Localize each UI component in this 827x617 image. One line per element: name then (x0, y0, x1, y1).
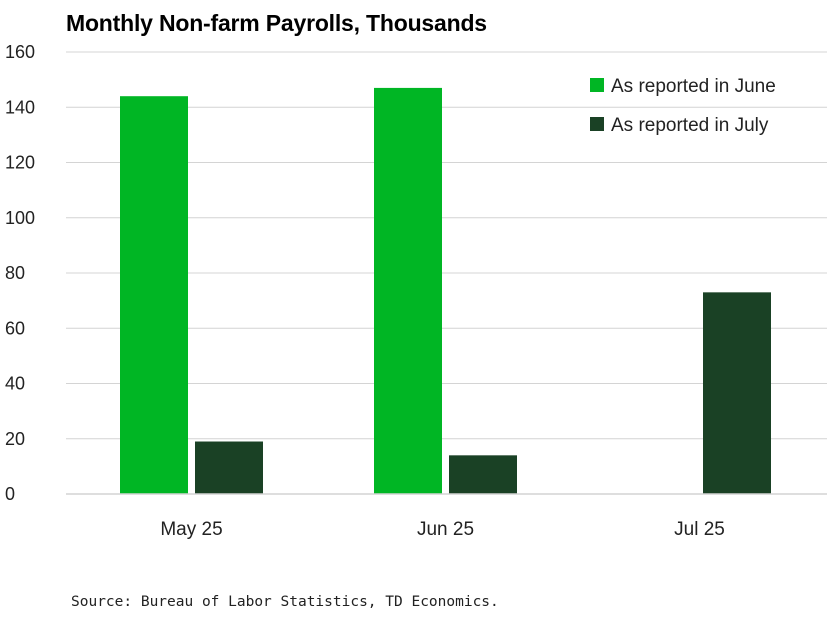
y-tick-label: 20 (5, 429, 25, 449)
chart-title: Monthly Non-farm Payrolls, Thousands (66, 10, 487, 36)
legend-swatch (590, 78, 604, 92)
y-tick-label: 140 (5, 97, 35, 117)
legend-label: As reported in July (611, 115, 769, 136)
y-tick-label: 100 (5, 208, 35, 228)
legend-label: As reported in June (611, 76, 776, 97)
bar (374, 87, 442, 494)
y-tick-label: 60 (5, 318, 25, 338)
y-tick-label: 120 (5, 153, 35, 173)
source-note: Source: Bureau of Labor Statistics, TD E… (71, 594, 499, 610)
x-tick-label: May 25 (160, 519, 222, 540)
y-axis-tick-labels: 0 20 40 60 80 100 120 140 160 (5, 42, 35, 504)
legend-swatch (590, 117, 604, 131)
x-tick-label: Jul 25 (674, 519, 725, 540)
legend-item: As reported in June (590, 76, 776, 97)
bars (120, 87, 771, 494)
bar (195, 441, 263, 494)
gridlines (66, 51, 827, 440)
y-tick-label: 80 (5, 263, 25, 283)
y-tick-label: 160 (5, 42, 35, 62)
bar (120, 96, 188, 494)
x-tick-label: Jun 25 (417, 519, 474, 540)
y-tick-label: 40 (5, 374, 25, 394)
legend-item: As reported in July (590, 115, 769, 136)
x-axis: May 25 Jun 25 Jul 25 (66, 493, 827, 540)
legend: As reported in June As reported in July (590, 76, 776, 136)
y-tick-label: 0 (5, 484, 15, 504)
bar (703, 292, 771, 494)
bar (449, 455, 517, 494)
